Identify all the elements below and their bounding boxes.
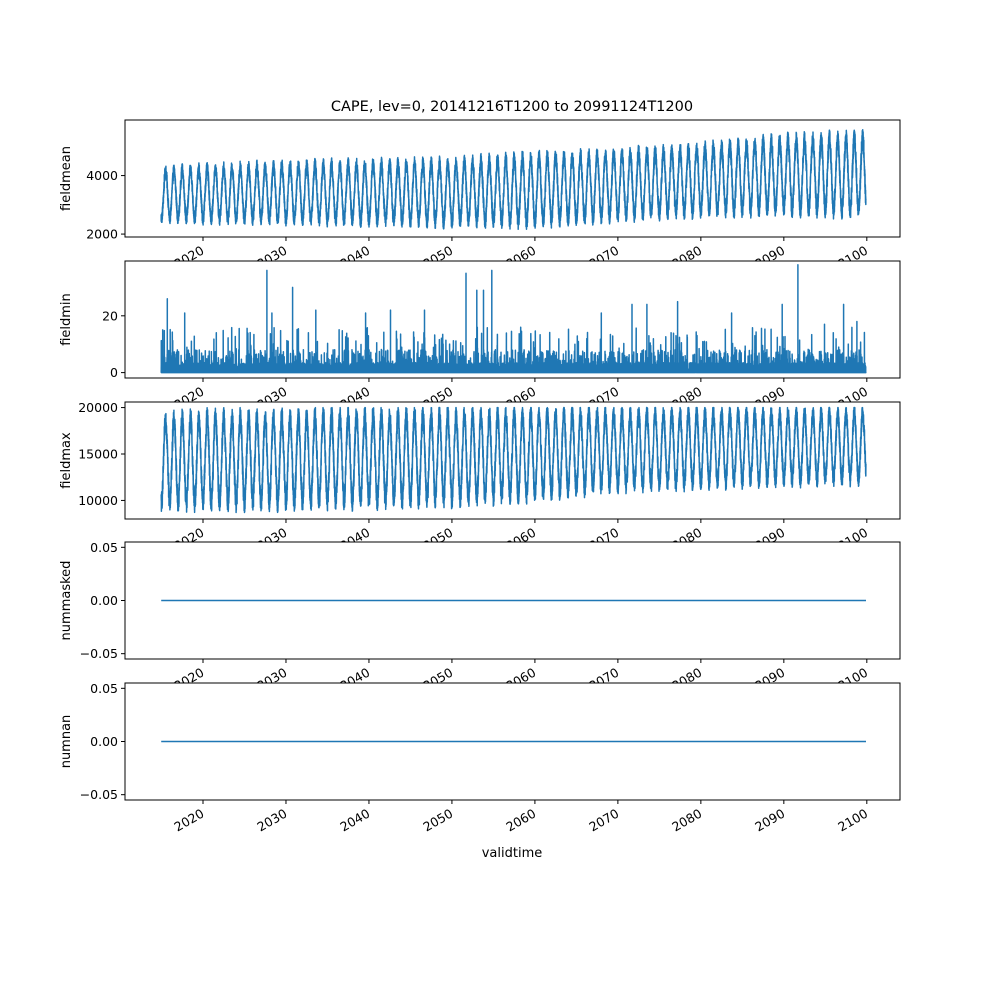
y-tick-label: 15000 [78,447,118,462]
y-tick-label: −0.05 [80,787,118,802]
axes-frame [124,119,901,238]
series-group [160,406,867,514]
y-tick-label: 4000 [86,168,118,183]
series-line [160,129,867,231]
y-tick-label: 0.00 [90,734,118,749]
y-tick-label: −0.05 [80,646,118,661]
x-axis-label: validtime [482,846,543,861]
y-axis-label: fieldmin [59,293,74,346]
series-line [160,263,867,374]
y-tick-label: 20 [102,308,118,323]
y-tick-label: 0.00 [90,593,118,608]
y-tick-label: 0.05 [90,681,118,696]
series-group [160,263,867,374]
y-axis-label: fieldmean [59,146,74,211]
y-axis-label: numnan [59,715,74,769]
y-tick-label: 0.05 [90,540,118,555]
axes-frame [124,401,901,520]
y-tick-label: 20000 [78,400,118,415]
axes-frame [124,260,901,379]
y-tick-label: 10000 [78,493,118,508]
y-axis-label: fieldmax [59,432,74,489]
y-axis-label: nummasked [59,561,74,641]
series-line [160,406,867,514]
y-tick-label: 2000 [86,227,118,242]
series-group [160,129,867,231]
chart-title: CAPE, lev=0, 20141216T1200 to 20991124T1… [331,99,693,115]
y-tick-label: 0 [110,365,118,380]
